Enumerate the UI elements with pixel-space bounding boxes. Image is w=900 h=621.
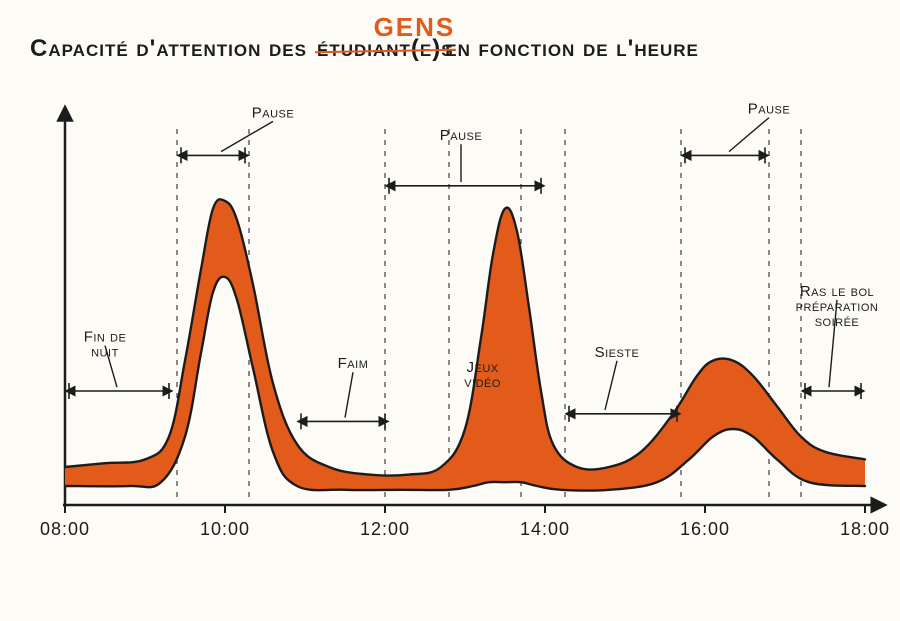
attention-area bbox=[65, 199, 865, 490]
chart-annotation: Pause bbox=[748, 101, 790, 118]
attention-chart: 08:00 10:00 12:00 14:00 16:00 18:00 Fin denuit… bbox=[0, 0, 900, 621]
x-tick-label: 18:00 bbox=[840, 519, 890, 539]
x-tick-label: 14:00 bbox=[520, 519, 570, 539]
chart-annotation: Jeuxvidéo bbox=[464, 359, 501, 391]
x-tick-label: 12:00 bbox=[360, 519, 410, 539]
x-tick-label: 08:00 bbox=[40, 519, 90, 539]
x-tick-label: 16:00 bbox=[680, 519, 730, 539]
page: { "title": { "pre": "Capacité d'attentio… bbox=[0, 0, 900, 621]
chart-annotation: Pause bbox=[252, 104, 294, 121]
chart-annotation: Faim bbox=[338, 355, 369, 372]
chart-annotation: Ras le bolpréparationsoirée bbox=[796, 283, 879, 330]
chart-annotation: Fin denuit bbox=[84, 329, 127, 361]
x-tick-label: 10:00 bbox=[200, 519, 250, 539]
chart-annotation: Pause bbox=[440, 127, 482, 144]
chart-annotation: Sieste bbox=[595, 344, 640, 361]
